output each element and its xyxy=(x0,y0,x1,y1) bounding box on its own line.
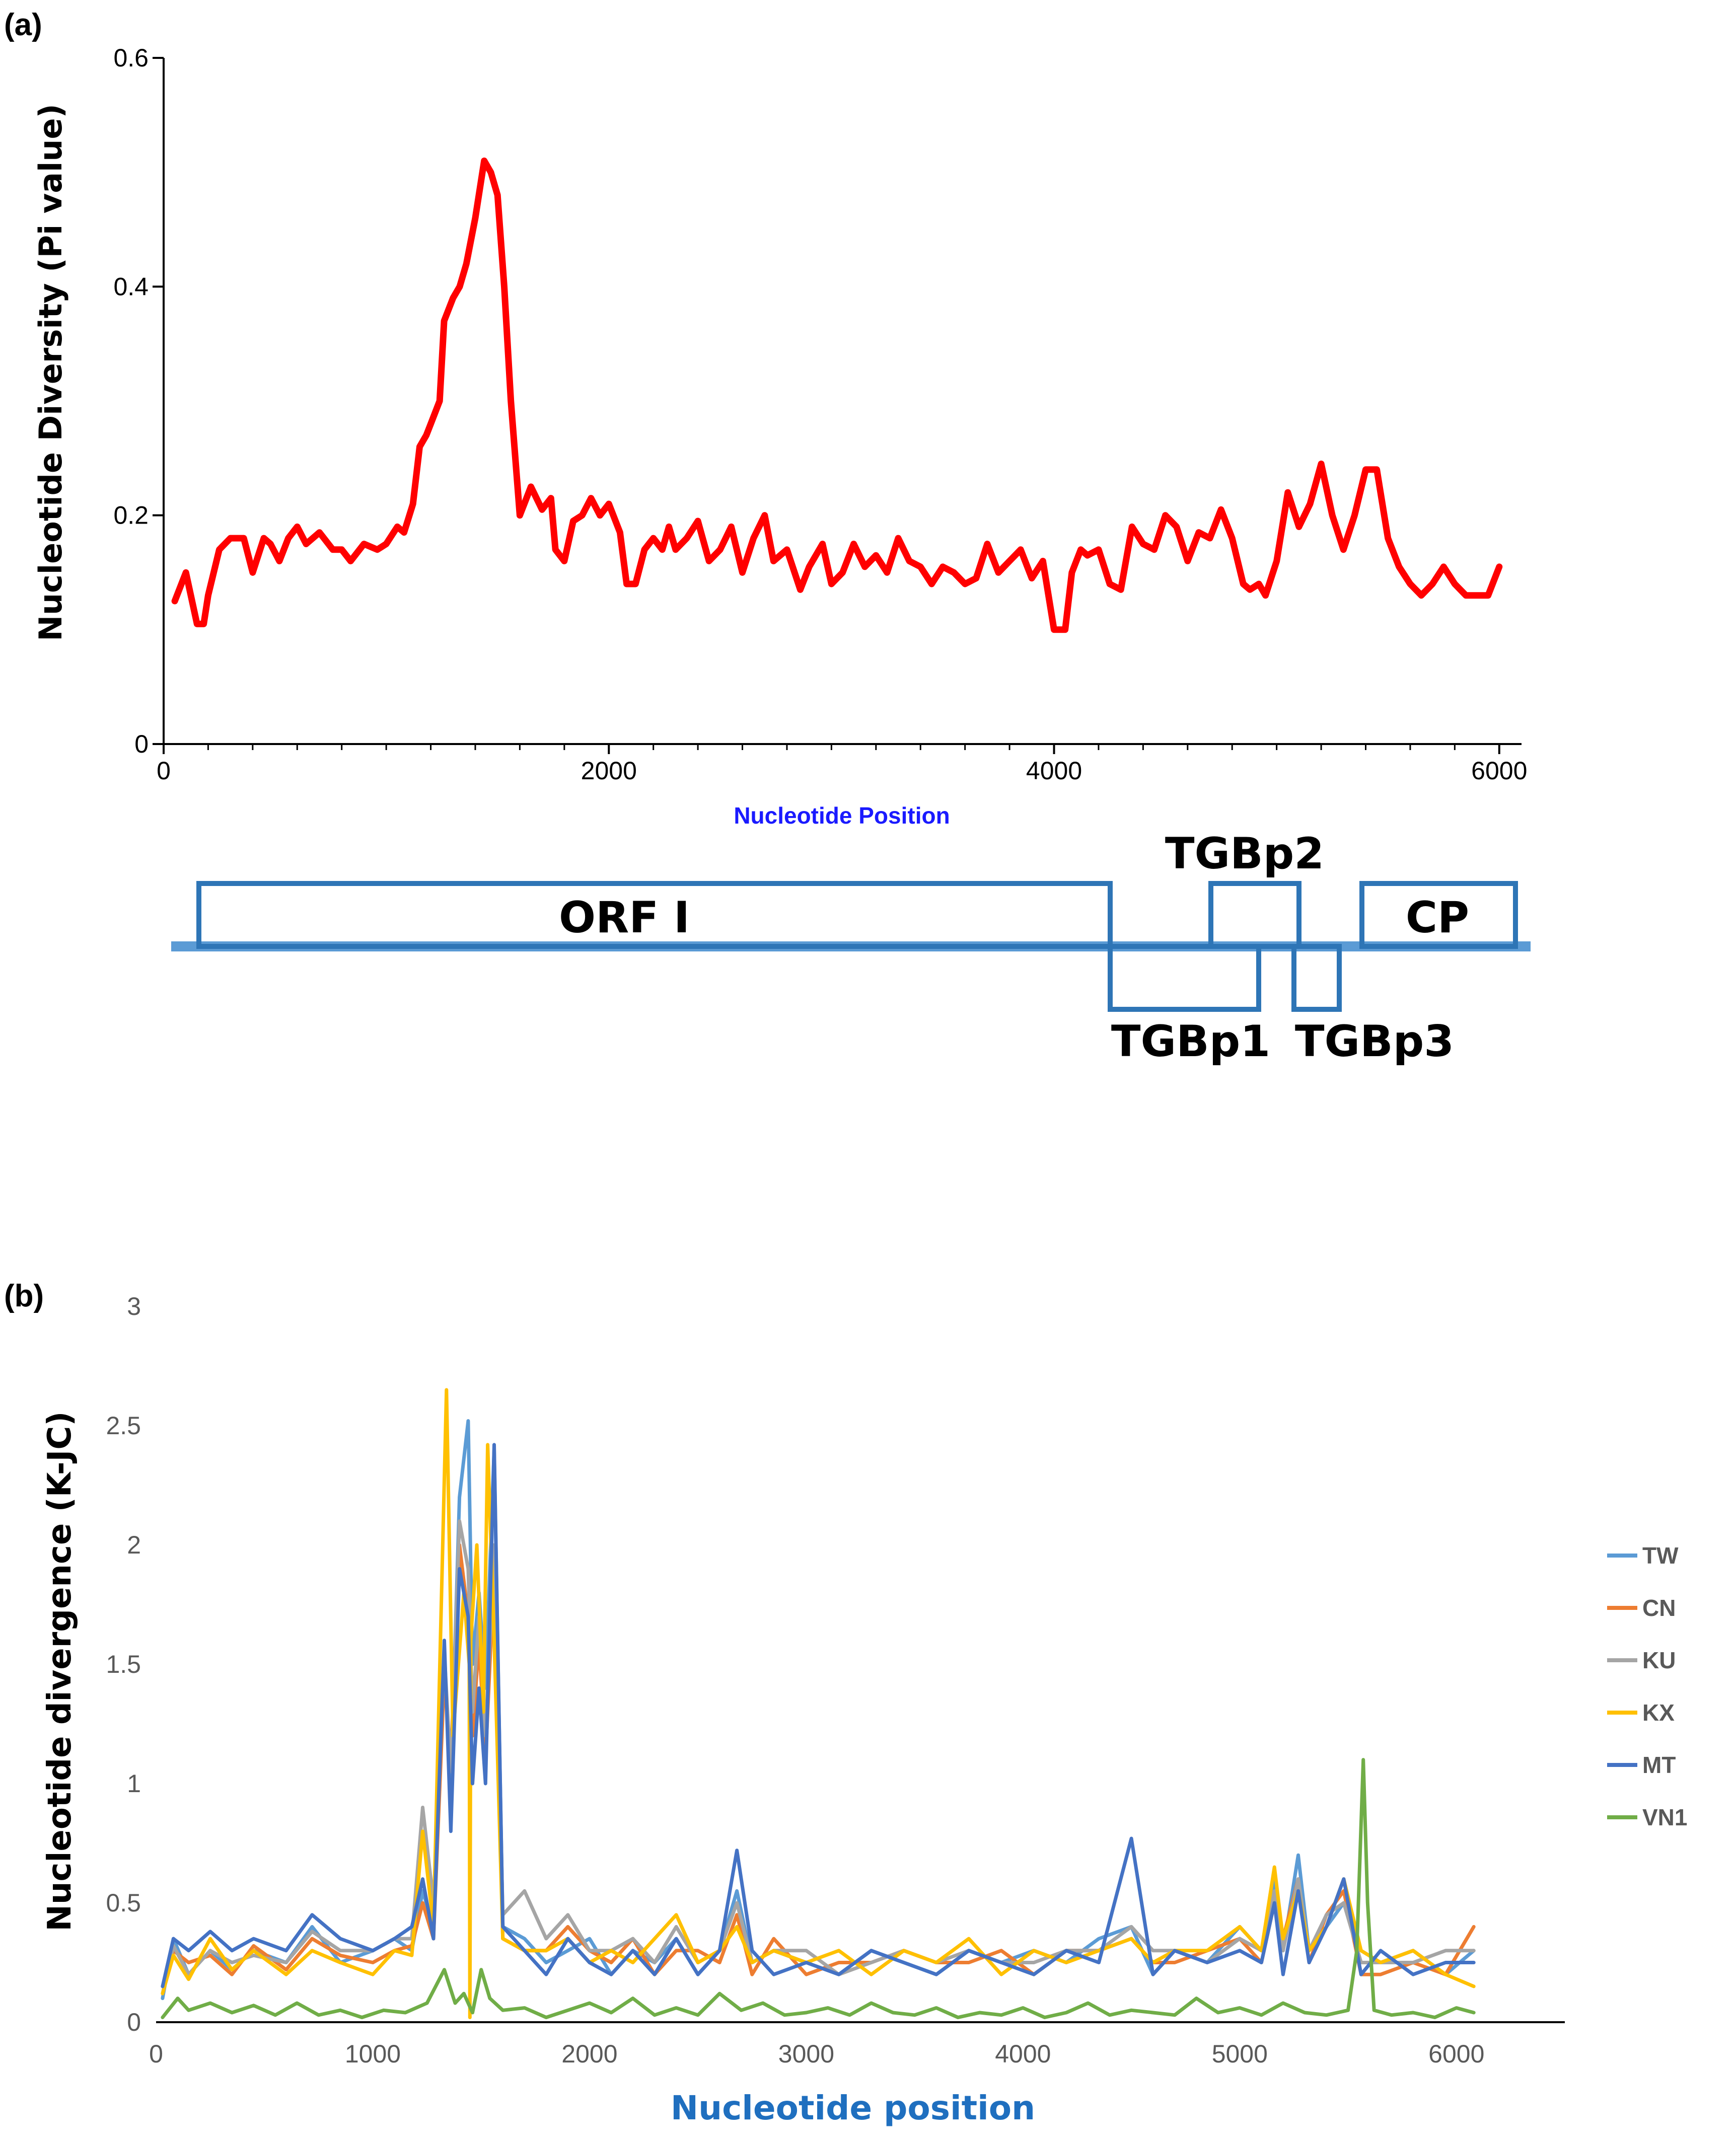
legend-label-tw: TW xyxy=(1642,1542,1679,1569)
panel-b-y-tick-label: 0.5 xyxy=(106,1889,141,1917)
genome-map: ORF I TGBp1 TGBp2 TGBp3 CP xyxy=(171,829,1531,1067)
panel-b-series-line-vn1 xyxy=(161,1758,1476,2019)
panel-b-x-tick-label: 4000 xyxy=(995,2040,1051,2068)
legend-label-cn: CN xyxy=(1642,1595,1676,1621)
panel-a-x-axis-label: Nucleotide Position xyxy=(734,802,950,829)
panel-b-y-tick-label: 2 xyxy=(127,1531,141,1559)
gene-label-tgbp1: TGBp1 xyxy=(1111,1016,1270,1067)
panel-b-y-tick-label: 3 xyxy=(127,1292,141,1320)
panel-b-x-tick-label: 0 xyxy=(149,2040,163,2068)
panel-b-series xyxy=(161,1388,1476,2019)
gene-label-tgbp2: TGBp2 xyxy=(1165,829,1324,879)
panel-a-x-tick-label: 0 xyxy=(157,757,171,785)
panel-a-y-tick-label: 0 xyxy=(134,730,149,758)
panel-a-minor-ticks xyxy=(207,744,1456,750)
gene-box-tgbp2 xyxy=(1208,881,1301,949)
panel-b-legend: TW CN KU KX MT VN1 xyxy=(1607,1542,1687,1830)
gene-label-tgbp3: TGBp3 xyxy=(1295,1016,1454,1067)
panel-a-y-axis-label: Nucleotide Diversity (Pi value) xyxy=(32,104,69,641)
panel-b-x-tick-label: 1000 xyxy=(345,2040,401,2068)
panel-b-y-ticks: 0 0.5 1 1.5 2 2.5 3 xyxy=(106,1292,141,2036)
gene-label-cp: CP xyxy=(1406,893,1469,943)
gene-box-orf1 xyxy=(196,881,1113,949)
legend-label-mt: MT xyxy=(1642,1752,1676,1778)
legend-label-vn1: VN1 xyxy=(1642,1804,1687,1830)
panel-b-y-tick-label: 1.5 xyxy=(106,1650,141,1678)
panel-a-x-tick-label: 6000 xyxy=(1471,757,1527,785)
gene-box-tgbp3 xyxy=(1291,944,1342,1012)
panel-b: (b) Nucleotide divergence (K-JC) 0 0.5 1 1.… xyxy=(4,1279,1687,2127)
panel-b-x-tick-label: 5000 xyxy=(1212,2040,1268,2068)
panel-a-y-tick-label: 0.4 xyxy=(113,272,149,301)
panel-a-y-tick-label: 0.2 xyxy=(113,501,149,530)
gene-box-cp xyxy=(1359,881,1518,949)
panel-b-x-axis-label: Nucleotide position xyxy=(671,2089,1035,2127)
gene-box-tgbp1 xyxy=(1108,944,1261,1012)
panel-a-y-tick-label: 0.6 xyxy=(113,44,149,72)
panel-a-label: (a) xyxy=(4,8,42,42)
panel-b-x-ticks: 0 1000 2000 3000 4000 5000 6000 xyxy=(149,2040,1484,2068)
panel-b-y-tick-label: 1 xyxy=(127,1769,141,1798)
panel-b-series-line-kx xyxy=(161,1388,1476,2019)
panel-b-x-tick-label: 6000 xyxy=(1428,2040,1484,2068)
panel-a-x-tick-label: 2000 xyxy=(581,757,637,785)
panel-a-pi-series-line xyxy=(171,157,1503,633)
panel-a: (a) Nucleotide Diversity (Pi value) 0 0.2… xyxy=(4,8,1531,1067)
panel-a-x-ticks: 0 2000 4000 6000 xyxy=(157,744,1527,785)
gene-label-orf1: ORF I xyxy=(559,893,690,943)
legend-label-ku: KU xyxy=(1642,1647,1676,1673)
panel-b-label: (b) xyxy=(4,1279,44,1313)
panel-b-series-line-mt xyxy=(161,1443,1476,1988)
panel-b-y-tick-label: 2.5 xyxy=(106,1412,141,1440)
panel-a-x-tick-label: 4000 xyxy=(1026,757,1082,785)
panel-b-x-tick-label: 2000 xyxy=(561,2040,617,2068)
panel-a-axes xyxy=(163,58,1522,745)
panel-b-y-tick-label: 0 xyxy=(127,2008,141,2036)
panel-b-y-axis-label: Nucleotide divergence (K-JC) xyxy=(41,1411,79,1931)
panel-b-x-tick-label: 3000 xyxy=(778,2040,834,2068)
legend-label-kx: KX xyxy=(1642,1700,1675,1726)
panel-a-y-ticks: 0 0.2 0.4 0.6 xyxy=(113,44,164,758)
